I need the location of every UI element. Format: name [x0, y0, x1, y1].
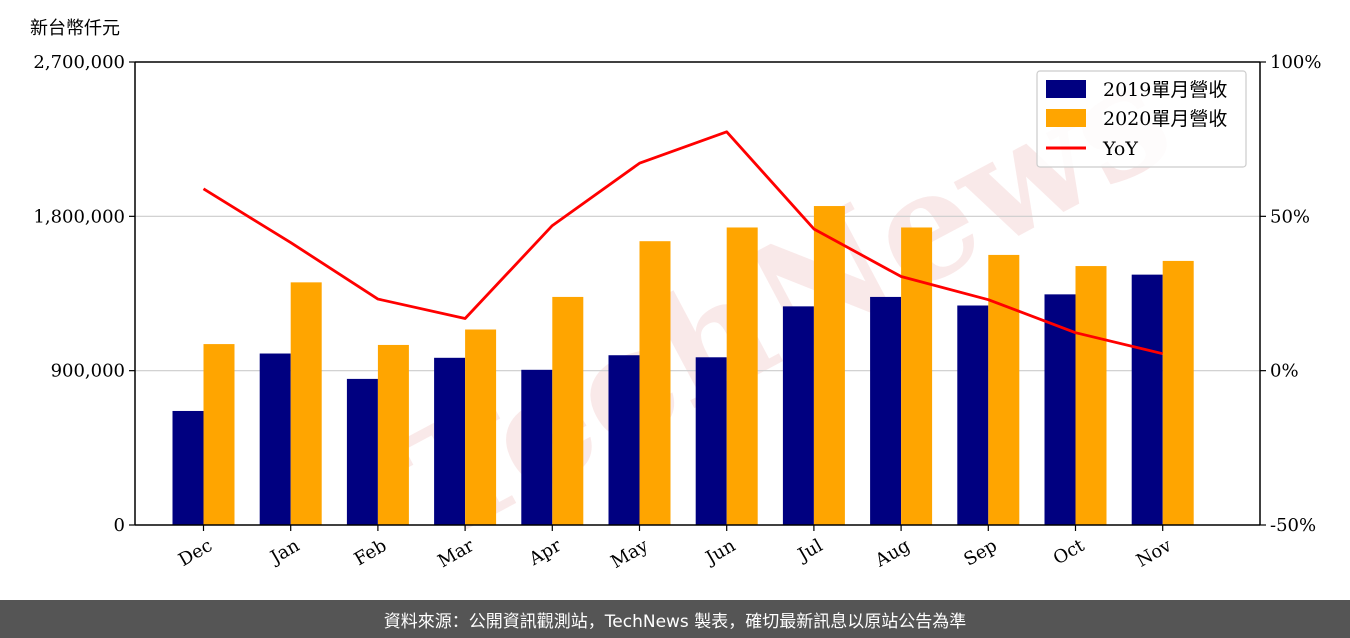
bar-2020-jun	[726, 227, 758, 526]
x-tick-label-jan: Jan	[265, 535, 303, 569]
x-tick-label-aug: Aug	[871, 535, 914, 572]
x-tick-label-jun: Jun	[701, 535, 740, 570]
left-tick-label: 2,700,000	[33, 52, 125, 73]
bar-2019-dec	[172, 410, 204, 525]
x-tick-label-nov: Nov	[1133, 535, 1176, 572]
bar-2020-jan	[290, 282, 322, 525]
footer-text: 資料來源：公開資訊觀測站，TechNews 製表，確切最新訊息以原站公告為準	[383, 611, 967, 632]
bar-2020-nov	[1162, 260, 1194, 525]
source-footer: 資料來源：公開資訊觀測站，TechNews 製表，確切最新訊息以原站公告為準	[0, 600, 1350, 638]
bar-2019-mar	[434, 357, 466, 525]
x-tick-label-sep: Sep	[960, 535, 1000, 570]
legend-swatch	[1046, 80, 1086, 98]
bar-2019-may	[608, 355, 640, 525]
left-tick-label: 1,800,000	[33, 206, 125, 227]
legend: 2019單月營收 2020單月營收 YoY	[1036, 70, 1247, 168]
legend-swatch	[1046, 109, 1086, 127]
bar-2020-sep	[988, 254, 1020, 525]
legend-box	[1036, 70, 1247, 168]
legend-label: 2020單月營收	[1103, 108, 1227, 130]
right-tick-label: 50%	[1270, 206, 1310, 227]
x-tick-label-may: May	[607, 535, 652, 573]
legend-label: YoY	[1102, 138, 1138, 160]
left-tick-label: 0	[114, 515, 125, 536]
bar-2020-dec	[203, 344, 235, 525]
x-tick-label-oct: Oct	[1050, 535, 1089, 570]
y-unit-label: 新台幣仟元	[30, 18, 120, 39]
bar-2019-apr	[521, 369, 553, 525]
legend-label: 2019單月營收	[1103, 79, 1227, 101]
x-tick-label-feb: Feb	[351, 535, 391, 570]
yoy-line	[202, 130, 1164, 356]
bar-2020-feb	[377, 344, 409, 525]
bar-2019-jul	[782, 306, 814, 525]
right-tick-label: 100%	[1270, 52, 1321, 73]
bar-2019-aug	[870, 296, 902, 525]
bar-2020-oct	[1075, 266, 1107, 525]
bar-2019-nov	[1131, 274, 1163, 525]
bar-series	[172, 206, 1194, 526]
yoy-line-series	[202, 130, 1164, 356]
bar-2019-oct	[1044, 294, 1076, 525]
left-tick-label: 900,000	[51, 361, 125, 382]
revenue-chart: TechNews 0900,0001,800,0002,700,000-50%0…	[30, 18, 1321, 574]
right-tick-label: -50%	[1270, 515, 1316, 536]
bar-2020-jul	[813, 206, 845, 526]
bar-2019-sep	[957, 305, 989, 525]
bar-2020-may	[639, 241, 671, 525]
x-tick-label-apr: Apr	[525, 535, 565, 570]
bar-2020-apr	[552, 296, 584, 525]
bar-2019-jan	[259, 353, 291, 525]
x-tick-label-dec: Dec	[175, 535, 216, 571]
bar-2019-jun	[695, 357, 727, 525]
bar-2019-feb	[346, 378, 378, 525]
x-tick-label-jul: Jul	[793, 535, 827, 567]
right-tick-label: 0%	[1270, 361, 1299, 382]
bar-2020-mar	[465, 329, 497, 525]
bar-2020-aug	[901, 227, 933, 526]
axes	[129, 61, 1266, 531]
